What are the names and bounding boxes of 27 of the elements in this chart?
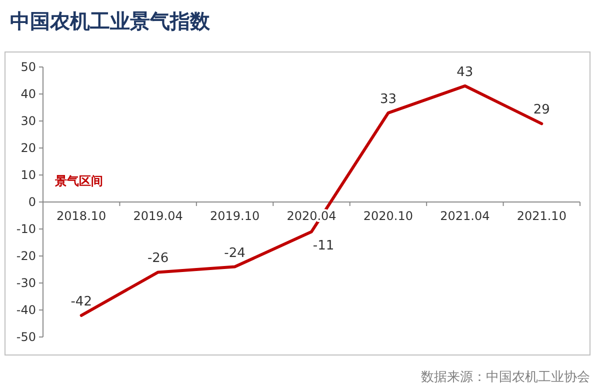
y-tick-label: 40 xyxy=(20,87,36,101)
x-tick-label: 2019.10 xyxy=(210,209,260,223)
y-tick-label: 20 xyxy=(20,141,36,155)
data-label: -26 xyxy=(147,251,169,266)
data-label: 43 xyxy=(456,64,474,80)
data-label: 33 xyxy=(380,92,396,107)
y-tick-label: 10 xyxy=(20,168,36,182)
data-label: -42 xyxy=(70,294,92,310)
y-tick-label: 0 xyxy=(28,195,36,209)
y-tick-label: -30 xyxy=(16,276,36,290)
data-label: 29 xyxy=(533,102,550,118)
x-tick-label: 2019.04 xyxy=(133,209,183,223)
y-tick-label: -20 xyxy=(16,249,36,263)
y-tick-label: -10 xyxy=(16,222,36,236)
x-tick-label: 2021.10 xyxy=(516,209,566,223)
data-label: -24 xyxy=(224,246,246,261)
x-tick-label: 2021.04 xyxy=(440,209,490,223)
annotation: 景气区间 xyxy=(54,174,103,188)
x-tick-label: 2020.10 xyxy=(363,209,414,223)
chart-title: 中国农机工业景气指数 xyxy=(10,9,211,33)
source-note: 数据来源：中国农机工业协会 xyxy=(421,370,590,385)
y-tick-label: -40 xyxy=(16,303,36,317)
y-tick-label: -50 xyxy=(16,330,36,344)
y-tick-label: 50 xyxy=(20,60,36,74)
data-label: -11 xyxy=(312,238,334,254)
y-tick-label: 30 xyxy=(20,114,36,128)
x-tick-label: 2018.10 xyxy=(56,209,106,223)
